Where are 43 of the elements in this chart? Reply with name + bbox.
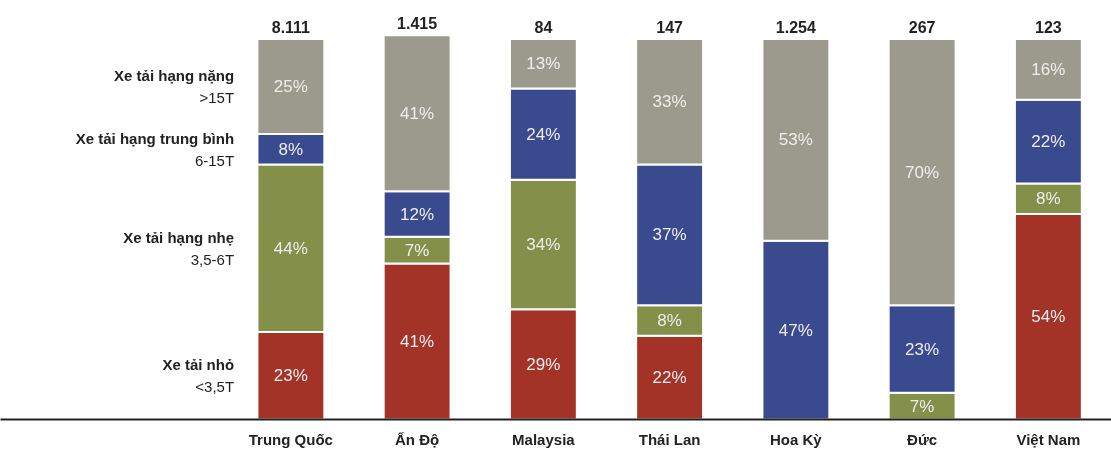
series-label: Xe tải hạng nặng >15T [114, 67, 235, 106]
data-label: 8% [1036, 189, 1061, 209]
data-label: 22% [1031, 132, 1066, 152]
data-label: 47% [778, 320, 813, 340]
data-label: 16% [1031, 59, 1066, 79]
data-label: 23% [273, 366, 308, 386]
data-label: 8% [278, 139, 304, 159]
series-label: Xe tải hạng nhẹ 3,5-6T [123, 229, 235, 268]
data-label: 41% [400, 103, 435, 123]
data-label: 41% [400, 331, 435, 351]
data-label: 37% [652, 225, 687, 245]
series-label: Xe tải hạng trung bình 6-15T [75, 130, 235, 169]
data-label: 44% [273, 238, 308, 258]
data-label: 25% [273, 77, 308, 97]
data-label: 70% [905, 162, 940, 182]
x-tick-label: Trung Quốc [248, 430, 333, 448]
x-tick-label: Hoa Kỳ [770, 430, 823, 448]
data-label: 22% [652, 368, 687, 388]
data-label: 12% [400, 204, 435, 224]
annotation: 84 [534, 19, 553, 37]
x-tick-label: Ấn Độ [395, 430, 440, 448]
data-label: 24% [526, 124, 561, 144]
x-tick-label: Malaysia [512, 430, 576, 448]
series-label: Xe tải nhỏ <3,5T [162, 356, 235, 395]
data-label: 8% [657, 311, 682, 331]
data-label: 53% [778, 130, 813, 150]
annotation: 147 [656, 19, 684, 37]
data-label: 23% [905, 339, 940, 359]
annotation: 1.415 [397, 15, 438, 33]
data-label: 33% [652, 92, 687, 112]
data-label: 54% [1031, 307, 1066, 327]
x-tick-label: Thái Lan [638, 430, 701, 448]
data-label: 7% [909, 396, 935, 416]
data-label: 7% [404, 240, 430, 260]
annotation: 8.111 [271, 19, 311, 37]
x-tick-label: Đức [907, 430, 938, 448]
annotation: 267 [908, 19, 936, 37]
data-label: 13% [526, 54, 561, 74]
x-tick-label: Việt Nam [1016, 430, 1081, 448]
annotation: 123 [1035, 19, 1062, 37]
annotation: 1.254 [775, 19, 816, 37]
data-label: 34% [526, 234, 561, 254]
data-label: 29% [526, 354, 561, 374]
